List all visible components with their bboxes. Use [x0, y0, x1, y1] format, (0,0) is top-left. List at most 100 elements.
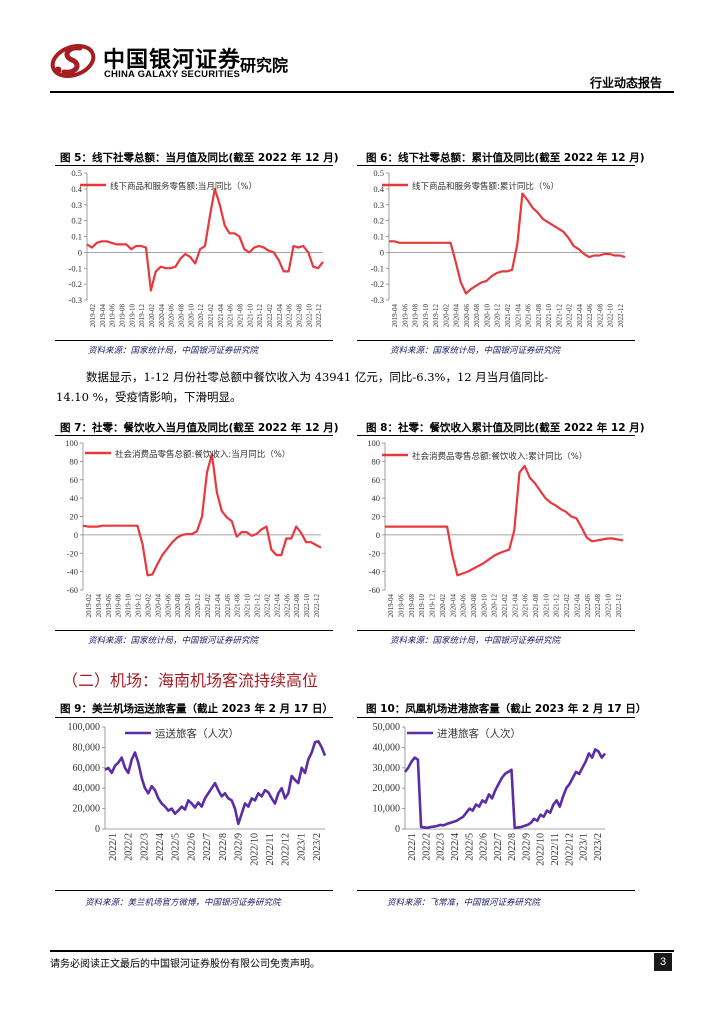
x-tick-label: 2019-08 — [408, 594, 416, 618]
figure-9-source: 资料来源：美兰机场官方微博，中国银河证券研究院 — [85, 898, 281, 908]
y-tick-label: -60 — [369, 585, 380, 595]
series-line — [389, 192, 626, 295]
y-tick-label: 30,000 — [373, 763, 401, 774]
y-tick-label: -20 — [369, 548, 380, 558]
y-tick-label: 50,000 — [373, 722, 401, 733]
x-tick-label: 2021-06 — [522, 594, 530, 618]
x-tick-label: 2021-10 — [542, 594, 550, 618]
figure-7-caption: 图 7：社零：餐饮收入当月值及同比(截至 2022 年 12 月) — [60, 422, 339, 434]
x-tick-label: 2021-08 — [532, 594, 540, 618]
x-tick-label: 2020-08 — [174, 594, 182, 618]
x-tick-label: 2019-08 — [118, 304, 126, 328]
x-tick-label: 2021-06 — [224, 594, 232, 618]
y-tick-label: 60 — [372, 475, 381, 485]
figure-10-top-rule — [357, 717, 635, 718]
x-tick-label: 2020-06 — [168, 304, 176, 328]
x-tick-label: 2022-10 — [604, 594, 612, 618]
x-tick-label: 2022/9 — [234, 833, 245, 861]
x-tick-label: 2021-02 — [207, 304, 215, 328]
x-tick-label: 2022/12 — [281, 833, 292, 866]
x-tick-label: 2021-12 — [555, 304, 563, 328]
y-tick-label: -0.3 — [69, 295, 82, 305]
x-tick-label: 2021-10 — [246, 304, 254, 328]
x-tick-label: 2022/10 — [249, 833, 260, 866]
x-tick-label: 2022/7 — [202, 833, 213, 861]
x-tick-label: 2022-04 — [573, 594, 581, 618]
y-tick-label: -40 — [369, 567, 380, 577]
y-tick-label: -0.3 — [371, 295, 384, 305]
x-tick-label: 2022/5 — [171, 833, 182, 861]
y-tick-label: 20,000 — [373, 783, 401, 794]
y-tick-label: 0 — [74, 530, 78, 540]
legend-label: 线下商品和服务零售额:当月同比（%） — [110, 181, 257, 192]
x-tick-label: 2022-12 — [313, 594, 321, 618]
x-tick-label: 2020-10 — [483, 304, 491, 328]
y-tick-label: 20,000 — [73, 804, 101, 815]
x-tick-label: 2021-02 — [204, 594, 212, 618]
figure-6-top-rule — [357, 165, 635, 166]
y-tick-label: -20 — [67, 548, 78, 558]
x-tick-label: 2022/6 — [479, 833, 490, 861]
figure-5-chart: 0.5 0.4 0.3 0.2 0.1 0 -0.1 -0.2 -0.3 2019-02 2019-… — [55, 167, 333, 337]
x-tick-label: 2019-12 — [432, 304, 440, 328]
figure-5-top-rule — [55, 165, 333, 166]
chart-svg: 100,000 80,000 60,000 40,000 20,000 0 2022/1 20… — [68, 722, 327, 866]
figure-9-chart: 100,000 80,000 60,000 40,000 20,000 0 2022/1 20… — [55, 719, 333, 887]
x-tick-label: 2022-08 — [293, 594, 301, 618]
x-tick-label: 2019-02 — [89, 304, 97, 328]
x-tick-label: 2019-02 — [85, 594, 93, 618]
x-tick-label: 2022/12 — [564, 833, 575, 866]
x-tick-label: 2019-04 — [99, 304, 107, 328]
x-tick-label: 2022-06 — [286, 304, 294, 328]
y-tick-label: 0.3 — [71, 200, 82, 210]
x-tick-label: 2020-02 — [442, 304, 450, 328]
footer-disclaimer: 请务必阅读正文最后的中国银河证券股份有限公司免责声明。 — [50, 959, 320, 970]
y-tick-label: 40 — [372, 493, 381, 503]
section-heading: （二）机场：海南机场客流持续高位 — [62, 671, 319, 690]
x-tick-label: 2021-10 — [244, 594, 252, 618]
x-tick-label: 2022-10 — [303, 594, 311, 618]
x-tick-label: 2022-12 — [615, 594, 623, 618]
series-line — [86, 187, 324, 292]
series-line — [104, 739, 327, 826]
y-tick-label: 0 — [380, 247, 384, 257]
x-tick-label: 2022/3 — [436, 833, 447, 861]
logo-chinese-name: 中国银河证券 — [103, 48, 242, 73]
x-tick-label: 2022/8 — [507, 833, 518, 861]
company-logo — [50, 38, 96, 84]
y-tick-label: 0.1 — [71, 232, 82, 242]
x-tick-label: 2021-08 — [236, 304, 244, 328]
x-tick-label: 2023/2 — [312, 833, 323, 861]
page-number-text: 3 — [659, 956, 667, 968]
logo-english-name: CHINA GALAXY SECURITIES — [104, 69, 241, 80]
x-tick-label: 2021-02 — [504, 304, 512, 328]
x-tick-label: 2020-10 — [187, 304, 195, 328]
x-tick-label: 2022/6 — [186, 833, 197, 861]
legend-label: 进港旅客（人次） — [437, 727, 521, 740]
institute-label: 研究院 — [240, 56, 289, 75]
y-tick-label: 60 — [70, 475, 79, 485]
x-tick-label: 2022-04 — [273, 594, 281, 618]
x-tick-label: 2022/2 — [124, 833, 135, 861]
legend-label: 运送旅客（人次） — [155, 727, 239, 740]
header-divider — [50, 91, 674, 93]
y-tick-label: 0.5 — [373, 168, 384, 178]
y-tick-label: 0.4 — [71, 184, 82, 194]
x-tick-label: 2021-04 — [217, 304, 225, 328]
y-tick-label: 0 — [376, 530, 380, 540]
x-tick-label: 2022/10 — [536, 833, 547, 866]
x-tick-label: 2021-04 — [514, 304, 522, 328]
y-tick-label: 80,000 — [73, 742, 101, 753]
y-tick-label: 40,000 — [373, 742, 401, 753]
y-tick-label: 60,000 — [73, 763, 101, 774]
y-tick-label: 0.5 — [71, 168, 82, 178]
page-number: 3 — [654, 953, 672, 971]
y-tick-label: 0.1 — [373, 232, 384, 242]
report-type: 行业动态报告 — [590, 76, 663, 90]
figure-5-bottom-rule — [55, 340, 333, 341]
legend-label: 社会消费品零售总额:餐饮收入:累计同比（%） — [412, 451, 587, 462]
legend-label: 线下商品和服务零售额:累计同比（%） — [412, 181, 559, 192]
